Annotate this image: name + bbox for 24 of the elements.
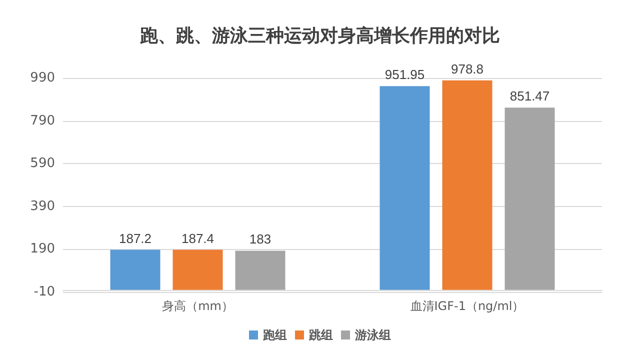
chart-title: 跑、跳、游泳三种运动对身高增长作用的对比: [139, 26, 500, 46]
data-label: 951.95: [384, 67, 425, 82]
y-tick-label: 390: [30, 198, 55, 214]
y-tick-label: 790: [30, 113, 55, 128]
bar: [442, 80, 492, 290]
legend-label: 跳组: [308, 328, 333, 342]
y-tick-label: -10: [34, 284, 55, 300]
bar: [504, 108, 555, 290]
bar: [235, 250, 286, 290]
data-label: 183: [249, 232, 272, 247]
data-label: 978.8: [450, 61, 484, 76]
bar: [380, 86, 430, 290]
data-label: 187.4: [181, 230, 214, 246]
legend-label: 游泳组: [354, 328, 391, 342]
bar: [172, 250, 223, 290]
y-tick-label: 190: [30, 242, 55, 257]
legend-label: 跑组: [262, 328, 287, 342]
x-tick-label: 身高（mm）: [162, 299, 234, 313]
data-label: 851.47: [510, 88, 550, 104]
data-label: 187.2: [118, 230, 152, 246]
y-tick-label: 590: [30, 156, 55, 172]
bar: [110, 250, 160, 290]
x-tick-label: 血清IGF-1（ng/ml）: [410, 299, 524, 313]
y-tick-label: 990: [30, 70, 55, 86]
